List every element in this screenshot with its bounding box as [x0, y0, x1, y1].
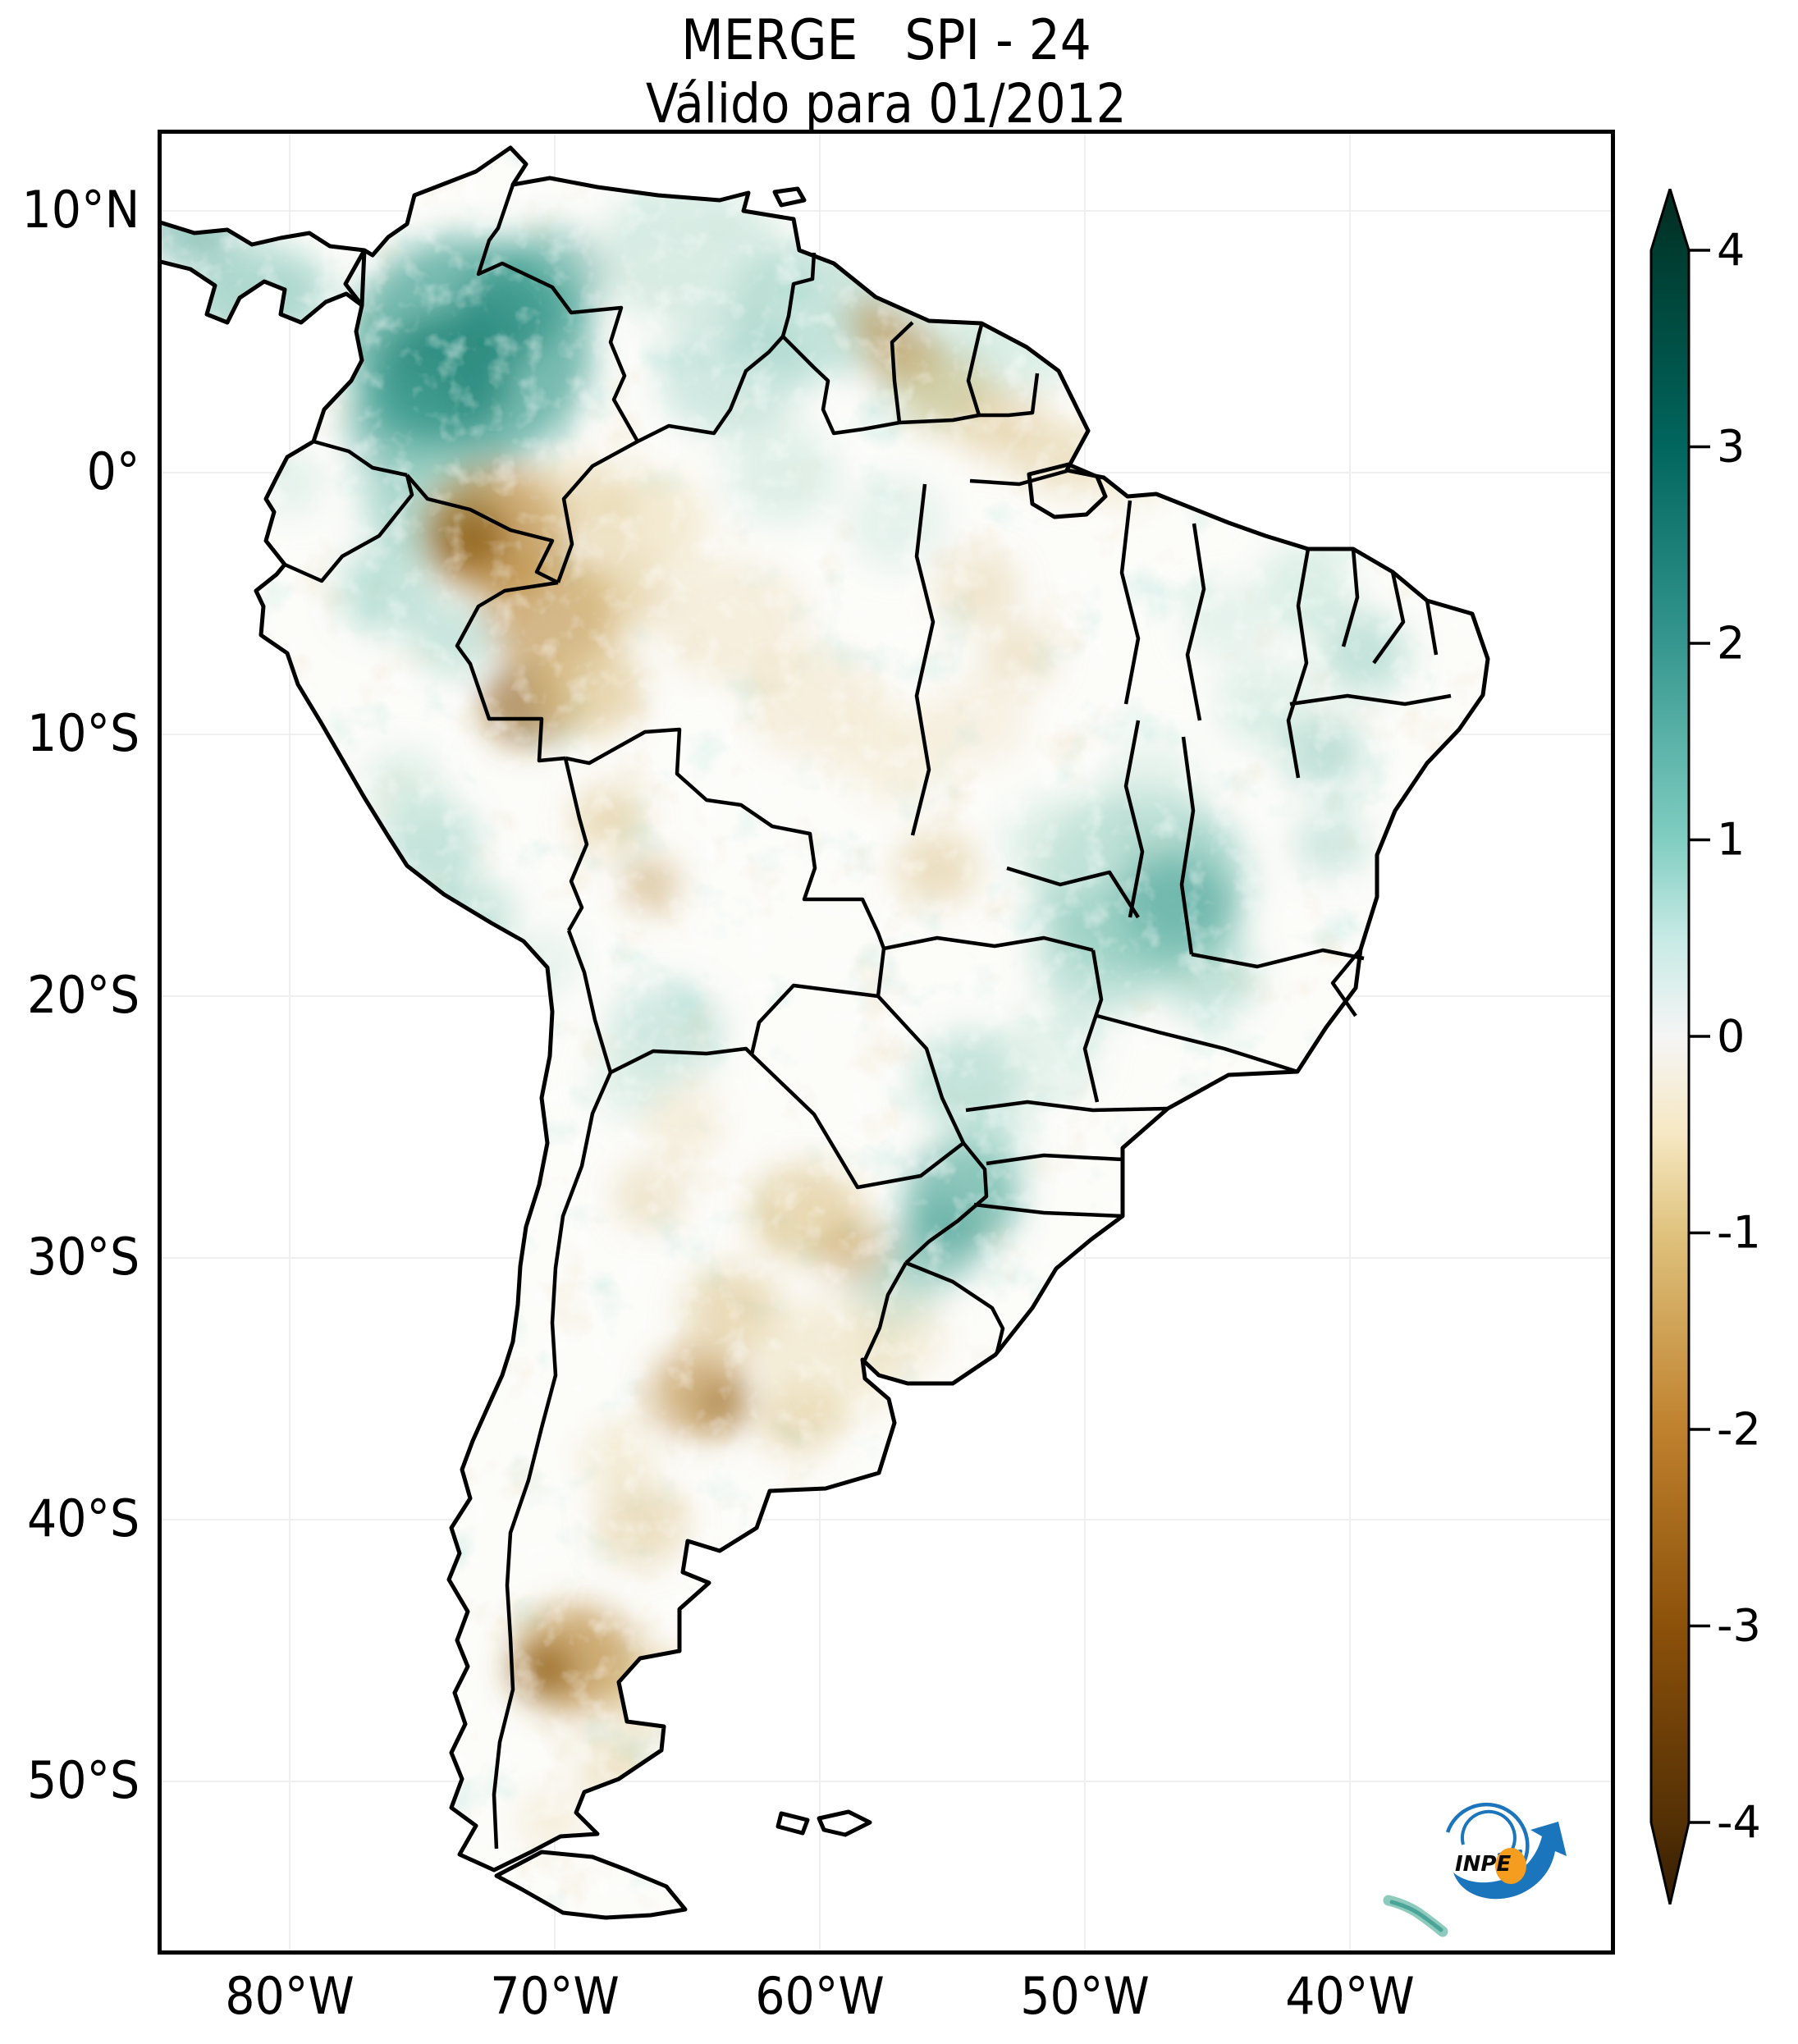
- colorbar-bar: [1649, 189, 1690, 1905]
- inpe-logo: INPE: [1445, 1802, 1567, 1900]
- lon-label-70w: 70°W: [490, 1966, 620, 2026]
- map-svg: [157, 130, 1615, 1955]
- lat-label-40s: 40°S: [26, 1488, 140, 1549]
- page-title: MERGE SPI - 24: [158, 8, 1615, 73]
- page-subtitle: Válido para 01/2012: [158, 72, 1615, 135]
- lat-label-50s: 50°S: [26, 1750, 140, 1811]
- lat-label-10n: 10°N: [21, 180, 140, 240]
- map-area: [157, 130, 1615, 1955]
- lon-label-60w: 60°W: [755, 1966, 885, 2026]
- cbar-label-2: 2: [1717, 617, 1745, 670]
- cbar-label-0: 0: [1717, 1010, 1745, 1063]
- colorbar-ticks: [1689, 249, 1710, 1824]
- cbar-label-1: 1: [1717, 813, 1745, 866]
- page-title-text: MERGE SPI - 24: [681, 8, 1091, 73]
- lat-label-30s: 30°S: [26, 1227, 140, 1287]
- lon-label-80w: 80°W: [225, 1966, 355, 2026]
- south-georgia-island: [1383, 1895, 1448, 1937]
- inpe-logo-swoosh: [1453, 1822, 1567, 1900]
- lon-label-50w: 50°W: [1020, 1966, 1150, 2026]
- lon-label-40w: 40°W: [1285, 1966, 1415, 2026]
- lat-label-0: 0°: [86, 441, 140, 502]
- state-borders: [883, 469, 1452, 1219]
- coastline: [157, 145, 1490, 1920]
- cbar-label-4: 4: [1717, 224, 1745, 277]
- cbar-label-m1: -1: [1717, 1206, 1761, 1259]
- inpe-logo-orange-ball: [1495, 1848, 1526, 1884]
- map-frame: [158, 130, 1615, 1955]
- cbar-label-3: 3: [1717, 420, 1745, 473]
- colorbar: [1649, 189, 1710, 1905]
- cbar-label-m2: -2: [1717, 1403, 1761, 1456]
- inpe-logo-text: INPE: [1455, 1852, 1511, 1877]
- page-subtitle-text: Válido para 01/2012: [646, 72, 1127, 135]
- spi-field: [158, 148, 1488, 1918]
- country-borders: [284, 184, 1040, 1850]
- lat-label-10s: 10°S: [26, 703, 140, 764]
- lat-label-20s: 20°S: [26, 965, 140, 1026]
- cbar-label-m3: -3: [1717, 1599, 1761, 1652]
- cbar-label-m4: -4: [1717, 1796, 1761, 1849]
